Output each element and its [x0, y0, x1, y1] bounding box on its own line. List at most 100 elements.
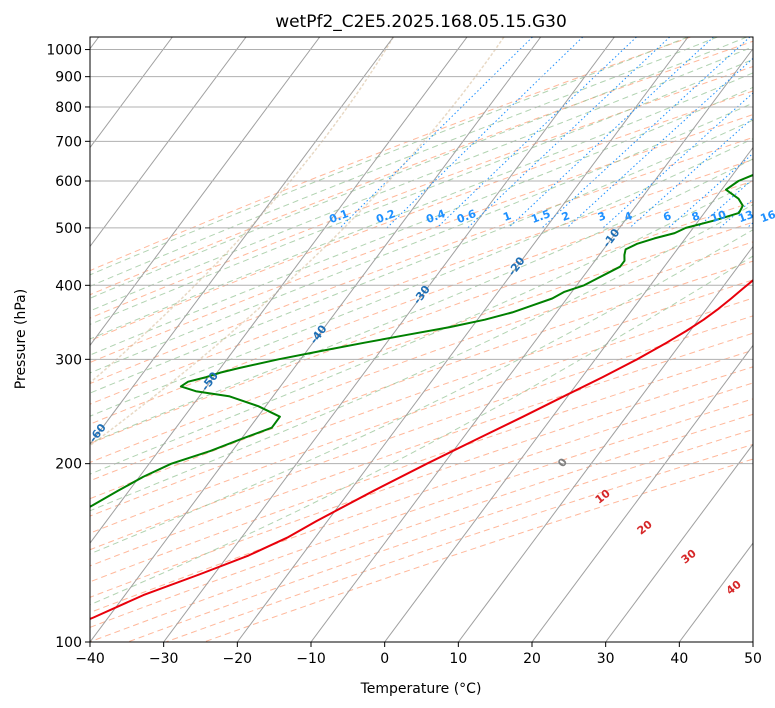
isotherm: [90, 37, 247, 248]
dry-adiabat: [90, 349, 753, 583]
mixing-ratio-label: 10: [709, 208, 728, 226]
y-tick-label: 900: [55, 70, 82, 86]
profile-lines: [90, 173, 753, 621]
mixing-ratio-line: [566, 57, 753, 229]
dry-adiabat: [90, 40, 753, 296]
x-axis-title: Temperature (°C): [360, 681, 482, 697]
zero-label: 0: [555, 455, 570, 469]
mixing-ratio-line: [719, 198, 753, 229]
mixing-ratio-line: [602, 92, 753, 229]
x-tick-label: 40: [670, 651, 688, 667]
thermal-curve: [90, 37, 505, 447]
dry-adiabat: [90, 398, 753, 628]
x-tick-label: 10: [449, 651, 467, 667]
isotherm: [531, 344, 753, 642]
mixing-ratio-label: 16: [759, 208, 775, 226]
x-tick-label: −30: [149, 651, 179, 667]
dry-adiabat: [90, 90, 753, 342]
isotherm: [90, 37, 394, 446]
y-axis-title: Pressure (hPa): [13, 289, 29, 389]
dry-adiabat: [90, 159, 753, 405]
axis-ticks: −40 −30 −20 −10 0 10 20 30 40 5010020030040050060…: [46, 43, 762, 667]
dry-adiabat: [90, 136, 753, 385]
isotherm-label: -10: [600, 226, 623, 250]
x-tick-label: −40: [75, 651, 105, 667]
moist-adiabat: [90, 102, 753, 374]
moist-adiabat: [90, 119, 753, 394]
mixing-ratio-label: 4: [623, 209, 635, 224]
isotherm: [90, 37, 173, 149]
moist-adiabat: [90, 86, 753, 356]
isotherm: [90, 37, 468, 544]
moist-adiabat: [90, 37, 748, 299]
dry-adiabat: [90, 366, 753, 598]
dry-adiabat: [90, 221, 753, 463]
dry-adiabat: [90, 37, 691, 272]
x-tick-label: 0: [380, 651, 389, 667]
mixing-ratio-label: 0.6: [455, 207, 478, 226]
moist-adiabat: [90, 37, 689, 276]
isotherm: [457, 245, 753, 642]
moist-adiabat: [90, 46, 753, 312]
moist-adiabat: [90, 204, 753, 512]
isotherm: [163, 37, 615, 642]
dry-adiabat: [90, 279, 753, 517]
x-tick-label: −10: [296, 651, 326, 667]
y-tick-label: 800: [55, 100, 82, 116]
y-tick-label: 400: [55, 278, 82, 294]
y-tick-label: 600: [55, 174, 82, 190]
isotherm: [90, 37, 542, 642]
mixing-ratio-line: [668, 152, 753, 229]
moist-adiabat-label: 40: [724, 578, 744, 598]
mixing-ratio-line: [769, 37, 775, 228]
dry-adiabat: [90, 66, 753, 319]
y-tick-label: 300: [55, 352, 82, 368]
temperature-line: [90, 279, 753, 621]
isotherm: [384, 146, 753, 642]
y-tick-label: 200: [55, 457, 82, 473]
mixing-ratio-line: [541, 37, 751, 229]
isotherm: [90, 37, 321, 347]
dry-adiabat: [90, 114, 753, 364]
moist-adiabat: [90, 72, 753, 340]
dry-adiabat: [90, 315, 753, 551]
chart-title: wetPf2_C2E5.2025.168.05.15.G30: [275, 12, 567, 32]
mixing-ratio-label: 8: [690, 209, 702, 224]
mixing-ratio-label: 2: [560, 209, 572, 224]
y-tick-label: 1000: [46, 43, 82, 59]
dry-adiabat: [90, 260, 753, 500]
isotherm: [605, 443, 753, 642]
moist-adiabat: [90, 180, 753, 475]
pressure-grid: [90, 49, 753, 642]
mixing-ratio-label: 0.4: [424, 207, 447, 226]
y-tick-label: 500: [55, 221, 82, 237]
mixing-ratio-label: 3: [596, 209, 608, 224]
thermal-curve: [90, 37, 395, 384]
moist-adiabat: [90, 58, 753, 325]
plot-frame: [89, 36, 754, 643]
dewpoint-line: [90, 173, 753, 508]
dry-adiabat: [90, 201, 753, 445]
isotherm: [310, 47, 753, 642]
mixing-ratio-label: 0.2: [374, 207, 397, 226]
moist-adiabat-label: 20: [635, 518, 655, 538]
mixing-ratio-label: 13: [736, 208, 755, 225]
isotherm-label: -40: [307, 322, 330, 346]
x-tick-label: −20: [223, 651, 253, 667]
x-tick-label: 30: [597, 651, 615, 667]
isotherm: [236, 37, 689, 642]
moist-adiabat: [90, 229, 753, 555]
isopleth-labels: -100-90-80-70-60-50-40-30-20-10010203040…: [87, 207, 775, 598]
mixing-ratio-line: [507, 37, 714, 229]
mixing-ratio-line: [386, 37, 584, 229]
moist-adiabat: [90, 37, 718, 287]
mixing-ratio-line: [746, 222, 753, 229]
x-tick-label: 20: [523, 651, 541, 667]
isotherm: [752, 641, 753, 642]
y-tick-label: 100: [55, 635, 82, 651]
mixing-ratio-label: 1: [501, 209, 513, 224]
mixing-ratio-label: 1.5: [529, 207, 552, 226]
isotherm-label: -20: [505, 254, 528, 278]
moist-adiabat: [90, 138, 753, 417]
